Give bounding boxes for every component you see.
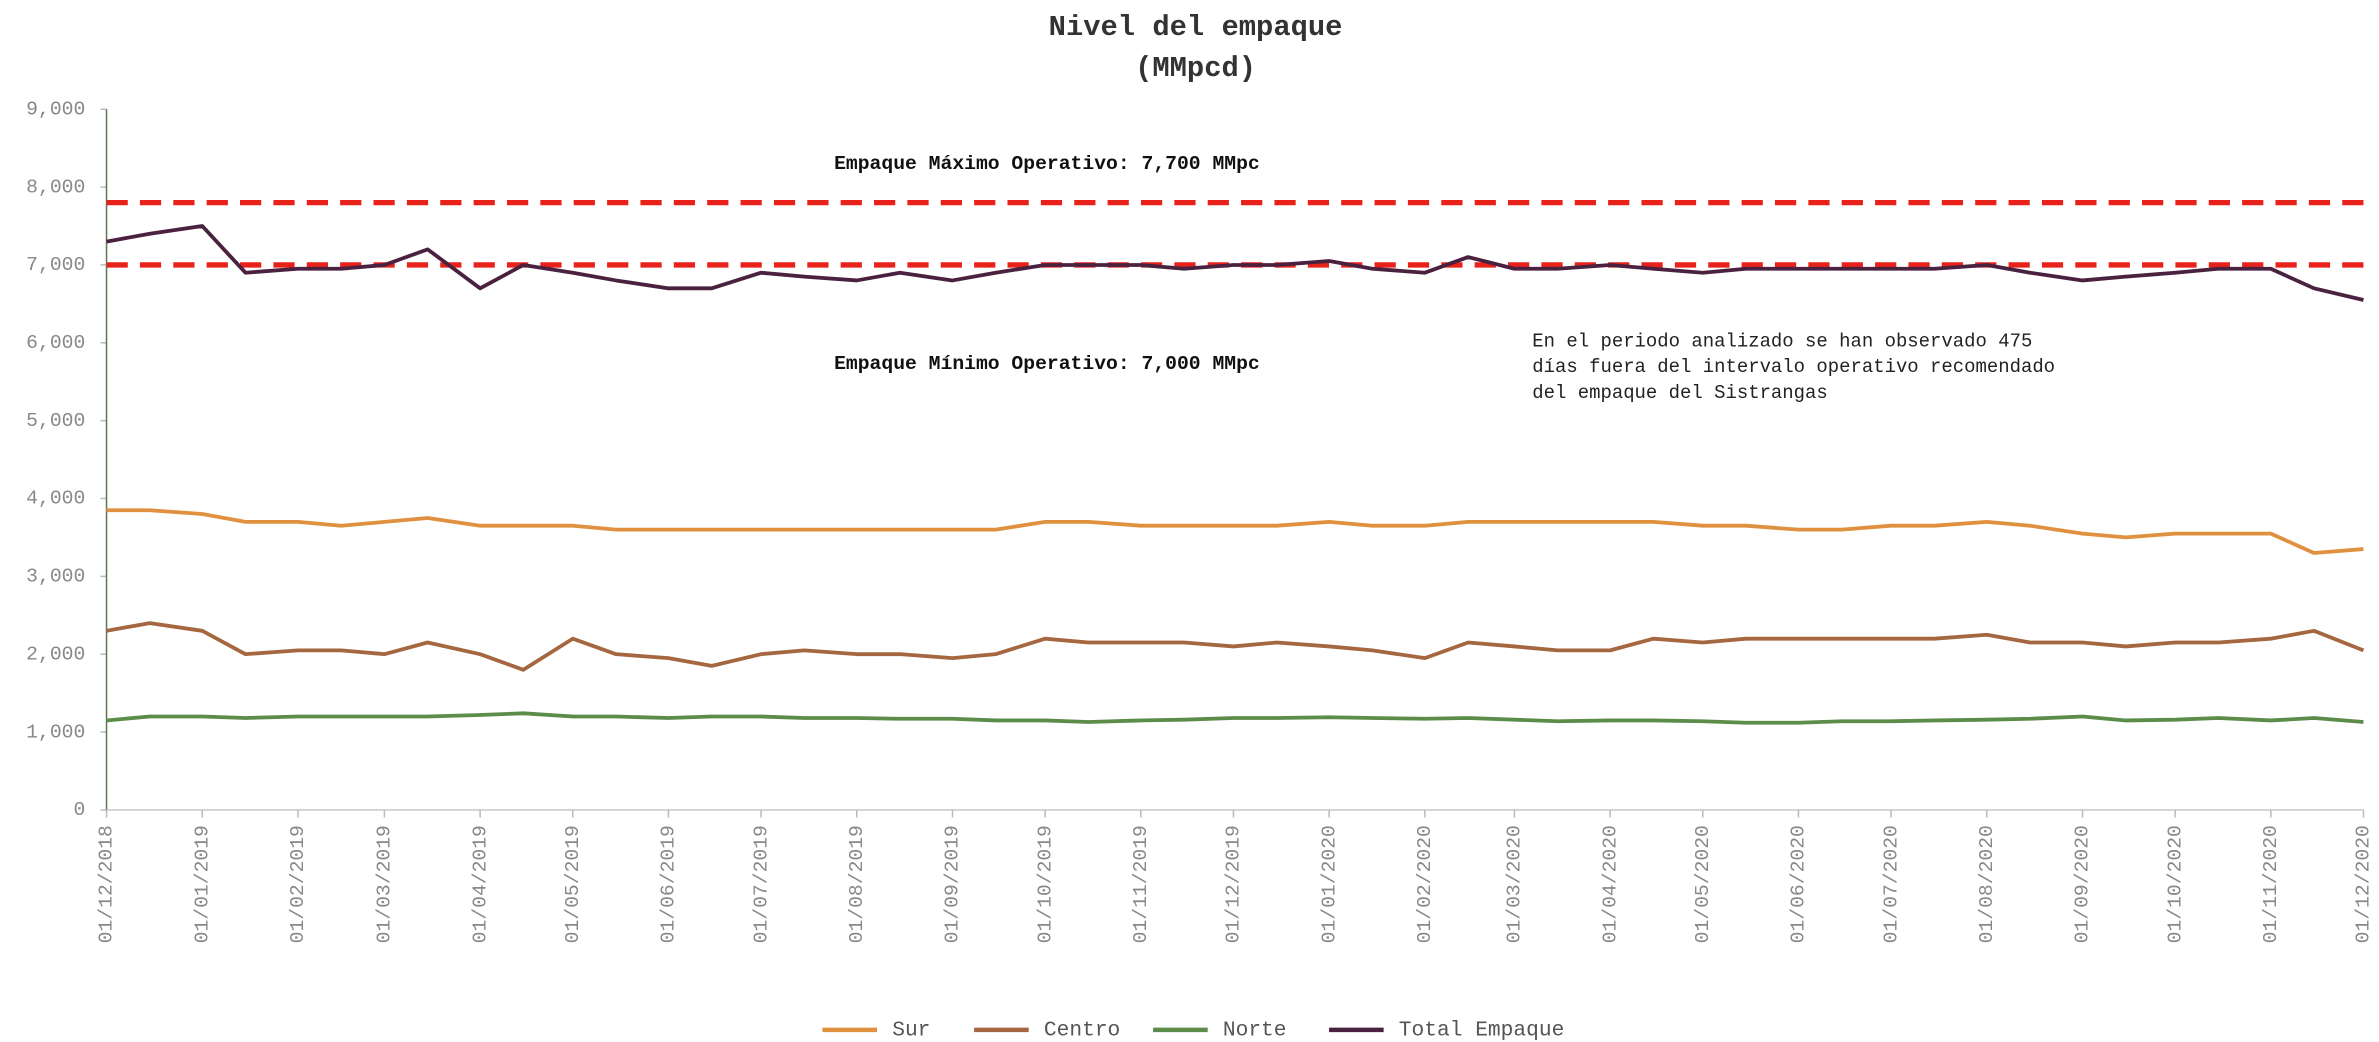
x-tick-label: 01/09/2020 xyxy=(2072,825,2094,943)
reference-label: Empaque Máximo Operativo: 7,700 MMpc xyxy=(834,153,1260,175)
x-tick-label: 01/07/2019 xyxy=(750,825,772,943)
x-tick-label: 01/04/2020 xyxy=(1599,825,1621,943)
y-tick-label: 8,000 xyxy=(26,176,85,198)
x-tick-label: 01/09/2019 xyxy=(942,825,964,943)
y-tick-label: 7,000 xyxy=(26,254,85,276)
y-tick-label: 4,000 xyxy=(26,488,85,510)
x-tick-label: 01/01/2020 xyxy=(1318,825,1340,943)
legend-label: Sur xyxy=(892,1018,930,1042)
series-line xyxy=(106,508,2364,555)
y-tick-label: 1,000 xyxy=(26,721,85,743)
y-tick-label: 2,000 xyxy=(26,643,85,665)
series-line xyxy=(106,621,2365,672)
legend-label: Total Empaque xyxy=(1399,1018,1565,1042)
x-tick-label: 01/11/2020 xyxy=(2260,825,2282,943)
x-tick-label: 01/05/2020 xyxy=(1692,825,1714,943)
y-tick-label: 5,000 xyxy=(26,410,85,432)
x-tick-label: 01/06/2019 xyxy=(658,825,680,943)
x-tick-label: 01/02/2020 xyxy=(1414,825,1436,943)
x-tick-label: 01/07/2020 xyxy=(1880,825,1902,943)
x-tick-label: 01/10/2019 xyxy=(1034,825,1056,943)
series-line xyxy=(106,711,2364,725)
x-tick-label: 01/12/2019 xyxy=(1223,825,1245,943)
x-tick-label: 01/08/2020 xyxy=(1976,825,1998,943)
x-tick-label: 01/02/2019 xyxy=(287,825,309,943)
x-tick-label: 01/03/2019 xyxy=(374,825,396,943)
annotation: días fuera del intervalo operativo recom… xyxy=(1532,356,2055,378)
x-tick-label: 01/08/2019 xyxy=(846,825,868,943)
x-tick-label: 01/03/2020 xyxy=(1504,825,1526,943)
chart-subtitle: (MMpcd) xyxy=(1135,52,1256,85)
x-tick-label: 01/10/2020 xyxy=(2164,825,2186,943)
x-tick-label: 01/01/2019 xyxy=(191,825,213,943)
x-tick-label: 01/06/2020 xyxy=(1788,825,1810,943)
series-line xyxy=(106,224,2364,302)
y-tick-label: 6,000 xyxy=(26,332,85,354)
x-tick-label: 01/11/2019 xyxy=(1130,825,1152,943)
y-tick-label: 3,000 xyxy=(26,566,85,588)
y-tick-label: 0 xyxy=(73,799,85,821)
legend-label: Norte xyxy=(1223,1018,1287,1042)
chart-title: Nivel del empaque xyxy=(1049,11,1343,44)
reference-label: Empaque Mínimo Operativo: 7,000 MMpc xyxy=(834,353,1260,375)
x-tick-label: 01/05/2019 xyxy=(562,825,584,943)
annotation: del empaque del Sistrangas xyxy=(1532,382,1827,404)
x-tick-label: 01/04/2019 xyxy=(469,825,491,943)
y-tick-label: 9,000 xyxy=(26,98,85,120)
x-tick-label: 01/12/2018 xyxy=(96,825,118,943)
legend-label: Centro xyxy=(1044,1018,1120,1042)
x-tick-label: 01/12/2020 xyxy=(2353,825,2375,943)
annotation: En el periodo analizado se han observado… xyxy=(1532,330,2032,352)
